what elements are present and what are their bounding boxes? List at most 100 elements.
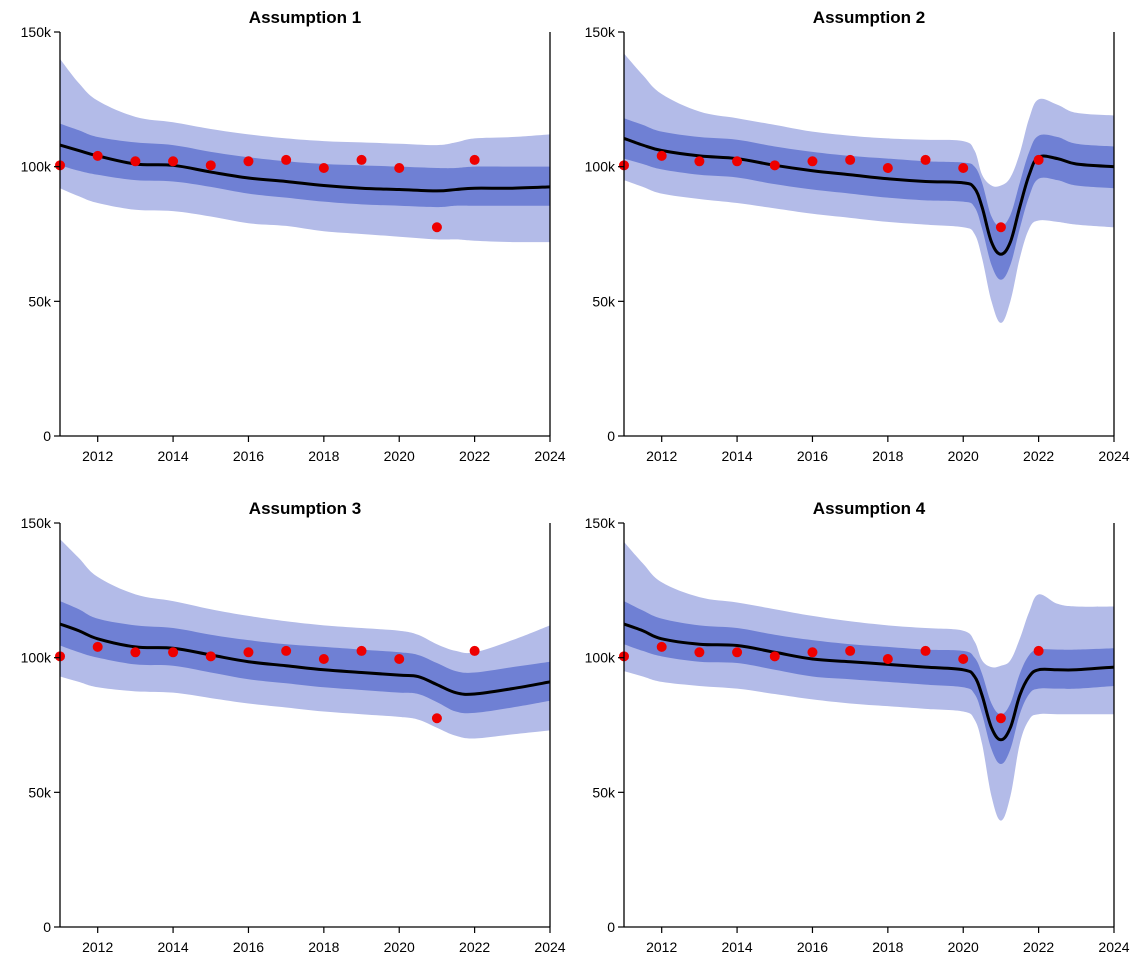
observed-point — [356, 154, 367, 165]
observed-point — [1033, 154, 1044, 165]
observed-point — [92, 150, 103, 161]
observed-point — [920, 154, 931, 165]
y-tick-label: 150k — [21, 24, 52, 40]
observed-point — [769, 651, 780, 662]
observed-point — [732, 647, 743, 658]
observed-point — [243, 156, 254, 167]
plot-area — [624, 53, 1114, 323]
observed-point — [431, 713, 442, 724]
observed-point — [469, 645, 480, 656]
observed-point — [807, 647, 818, 658]
x-tick-label: 2018 — [308, 448, 339, 464]
observed-point — [845, 154, 856, 165]
observed-point — [656, 641, 667, 652]
y-tick-label: 0 — [43, 919, 51, 935]
panel-title: Assumption 4 — [813, 499, 926, 518]
observed-point — [318, 163, 329, 174]
y-tick-label: 50k — [28, 784, 52, 800]
observed-point — [882, 163, 893, 174]
observed-point — [394, 163, 405, 174]
x-tick-label: 2014 — [721, 939, 752, 955]
x-tick-label: 2020 — [384, 939, 415, 955]
plot-area — [60, 58, 550, 243]
x-tick-label: 2024 — [534, 448, 565, 464]
observed-point — [205, 160, 216, 171]
x-tick-label: 2012 — [646, 939, 677, 955]
observed-point — [168, 156, 179, 167]
x-tick-label: 2016 — [797, 939, 828, 955]
x-tick-label: 2022 — [1023, 939, 1054, 955]
y-tick-label: 0 — [43, 428, 51, 444]
observed-point — [1033, 645, 1044, 656]
y-tick-label: 0 — [607, 919, 615, 935]
y-tick-label: 50k — [28, 293, 52, 309]
observed-point — [995, 222, 1006, 233]
x-tick-label: 2018 — [872, 939, 903, 955]
median-line — [60, 622, 550, 696]
observed-point — [318, 654, 329, 665]
median-line — [624, 622, 1114, 742]
inner-interval-band — [60, 601, 550, 714]
observed-point — [130, 647, 141, 658]
y-tick-label: 100k — [21, 159, 52, 175]
y-tick-label: 150k — [585, 24, 616, 40]
observed-point — [732, 156, 743, 167]
x-tick-label: 2022 — [1023, 448, 1054, 464]
x-tick-label: 2020 — [948, 448, 979, 464]
observed-point — [845, 645, 856, 656]
median-line — [624, 136, 1114, 256]
observed-point — [130, 156, 141, 167]
observed-point — [92, 641, 103, 652]
x-tick-label: 2024 — [534, 939, 565, 955]
x-tick-label: 2024 — [1098, 939, 1129, 955]
observed-point — [807, 156, 818, 167]
x-tick-label: 2020 — [384, 448, 415, 464]
panel-title: Assumption 2 — [813, 8, 925, 27]
x-tick-label: 2016 — [233, 939, 264, 955]
y-tick-label: 0 — [607, 428, 615, 444]
observed-point — [920, 645, 931, 656]
observed-point — [431, 222, 442, 233]
observed-point — [882, 654, 893, 665]
observed-point — [769, 160, 780, 171]
observed-point — [168, 647, 179, 658]
median-line — [60, 143, 550, 193]
x-tick-label: 2016 — [797, 448, 828, 464]
x-tick-label: 2020 — [948, 939, 979, 955]
panel-title: Assumption 1 — [249, 8, 361, 27]
chart-panel-2: 0 50k 100k 150k 2012 2014 2016 2018 2020 2022 2024… — [585, 8, 1130, 464]
y-tick-label: 50k — [592, 293, 616, 309]
observed-point — [958, 654, 969, 665]
observed-point — [281, 645, 292, 656]
x-tick-label: 2014 — [157, 939, 188, 955]
observed-point — [281, 154, 292, 165]
x-tick-label: 2012 — [82, 448, 113, 464]
observed-point — [356, 645, 367, 656]
observed-point — [694, 156, 705, 167]
x-tick-label: 2022 — [459, 939, 490, 955]
outer-interval-band — [624, 541, 1114, 821]
observed-point — [958, 163, 969, 174]
x-tick-label: 2024 — [1098, 448, 1129, 464]
observed-point — [694, 647, 705, 658]
y-tick-label: 150k — [21, 515, 52, 531]
plot-area — [624, 541, 1114, 821]
inner-interval-band — [60, 123, 550, 208]
y-tick-label: 150k — [585, 515, 616, 531]
chart-panel-4: 0 50k 100k 150k 2012 2014 2016 2018 2020 2022 2024… — [585, 499, 1130, 955]
x-tick-label: 2014 — [157, 448, 188, 464]
x-tick-label: 2022 — [459, 448, 490, 464]
x-tick-label: 2012 — [82, 939, 113, 955]
observed-point — [469, 154, 480, 165]
y-tick-label: 50k — [592, 784, 616, 800]
x-tick-label: 2018 — [308, 939, 339, 955]
observed-point — [656, 150, 667, 161]
y-tick-label: 100k — [21, 650, 52, 666]
x-tick-label: 2014 — [721, 448, 752, 464]
y-tick-label: 100k — [585, 650, 616, 666]
chart-panel-3: 0 50k 100k 150k 2012 2014 2016 2018 2020 2022 2024… — [21, 499, 566, 955]
plot-area — [60, 539, 550, 739]
observed-point — [205, 651, 216, 662]
